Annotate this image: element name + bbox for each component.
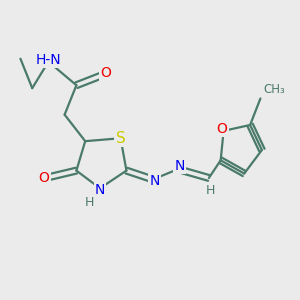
Text: O: O: [39, 171, 50, 185]
Text: H: H: [85, 196, 94, 209]
Text: O: O: [100, 66, 111, 80]
Text: O: O: [217, 122, 228, 136]
Text: H-N: H-N: [36, 53, 61, 67]
Text: N: N: [174, 159, 184, 173]
Text: CH₃: CH₃: [263, 82, 285, 95]
Text: N: N: [95, 183, 105, 197]
Text: S: S: [116, 131, 125, 146]
Text: H: H: [206, 184, 215, 197]
Text: N: N: [149, 174, 160, 188]
